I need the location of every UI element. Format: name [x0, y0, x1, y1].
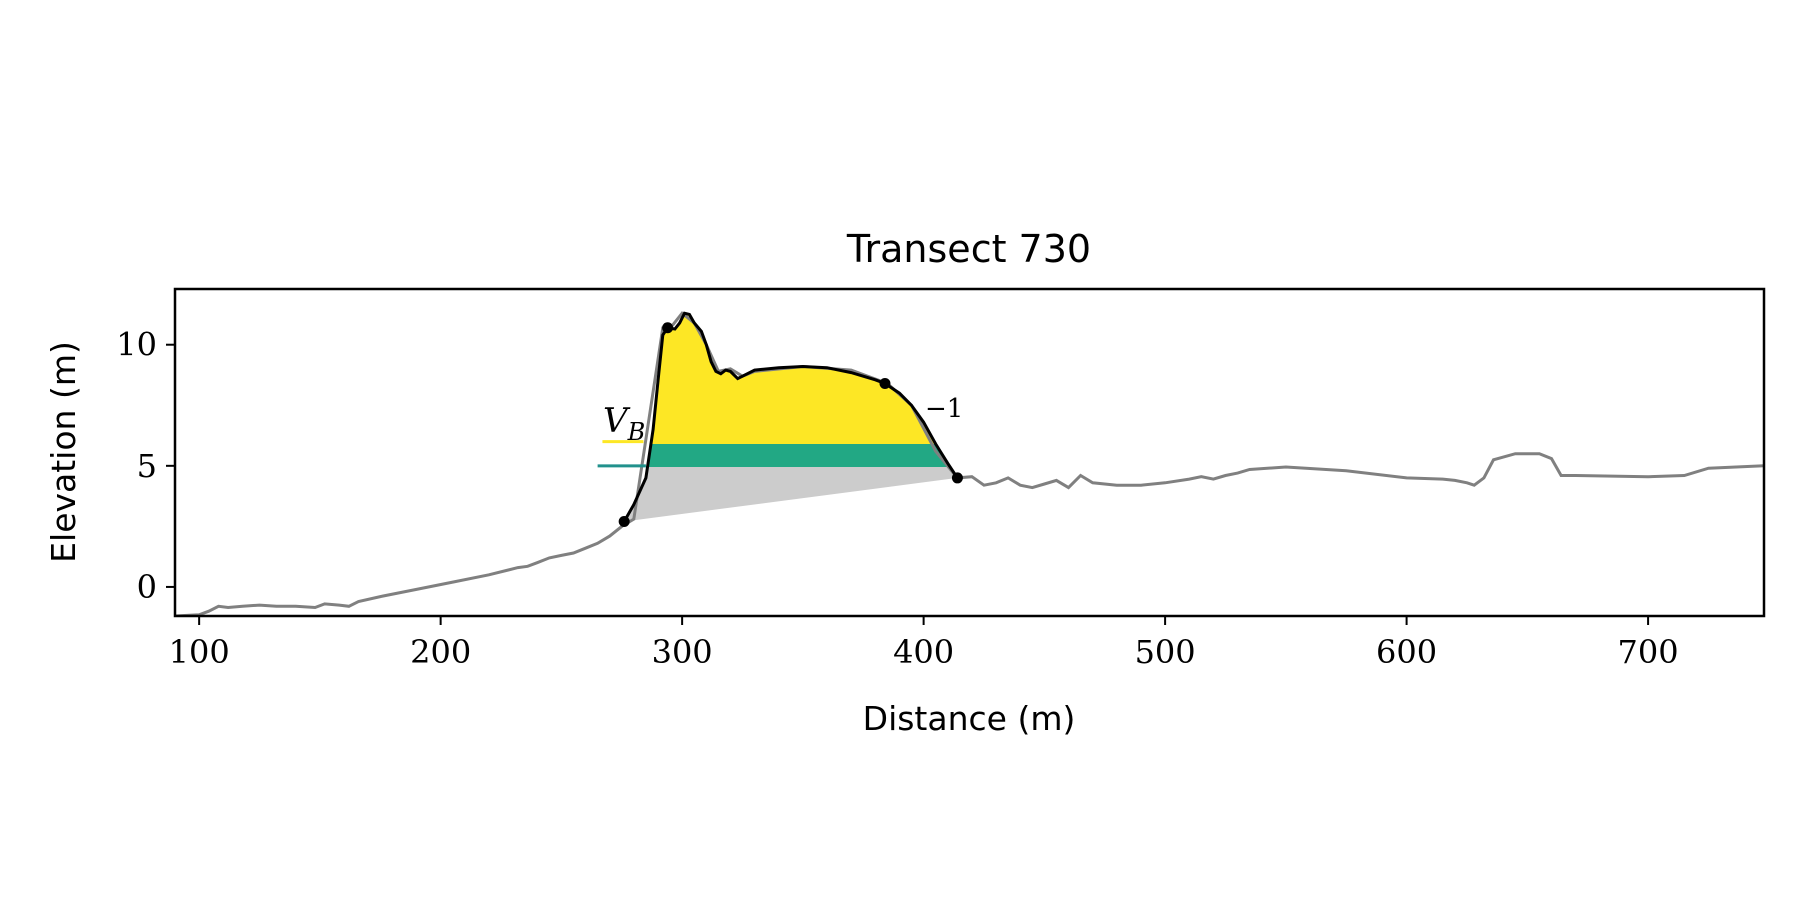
elevation-profile-line [175, 311, 1764, 616]
key-point-marker [951, 472, 963, 484]
x-tick-label: 300 [652, 633, 713, 671]
volume-below-fill [624, 467, 958, 522]
volume-annotation-text: V [603, 401, 631, 441]
x-tick-label: 500 [1135, 633, 1196, 671]
y-axis-label: Elevation (m) [44, 341, 83, 563]
volume-annotation: VB [603, 401, 645, 446]
key-point-marker [618, 516, 630, 528]
y-tick-label: 10 [116, 326, 157, 364]
x-tick-label: 700 [1618, 633, 1679, 671]
x-tick-label: 400 [893, 633, 954, 671]
key-point-marker [662, 322, 674, 334]
x-axis-label: Distance (m) [863, 699, 1076, 738]
key-points [618, 322, 963, 528]
chart-title: Transect 730 [846, 227, 1091, 271]
volume-annotation-subscript: B [627, 418, 646, 446]
y-axis: 0 5 10 [116, 326, 175, 606]
x-axis: 100 200 300 400 500 600 700 [169, 616, 1679, 671]
y-tick-label: 0 [137, 568, 157, 606]
x-tick-label: 100 [169, 633, 230, 671]
exponent-annotation: −1 [925, 394, 963, 424]
volume-band-fill [647, 444, 951, 467]
y-tick-label: 5 [137, 447, 157, 485]
x-tick-label: 600 [1376, 633, 1437, 671]
key-point-marker [879, 377, 891, 389]
volume-above-fill [651, 313, 936, 444]
plot-frame [173, 287, 1766, 618]
plot-area [175, 311, 1764, 616]
x-tick-label: 200 [410, 633, 471, 671]
